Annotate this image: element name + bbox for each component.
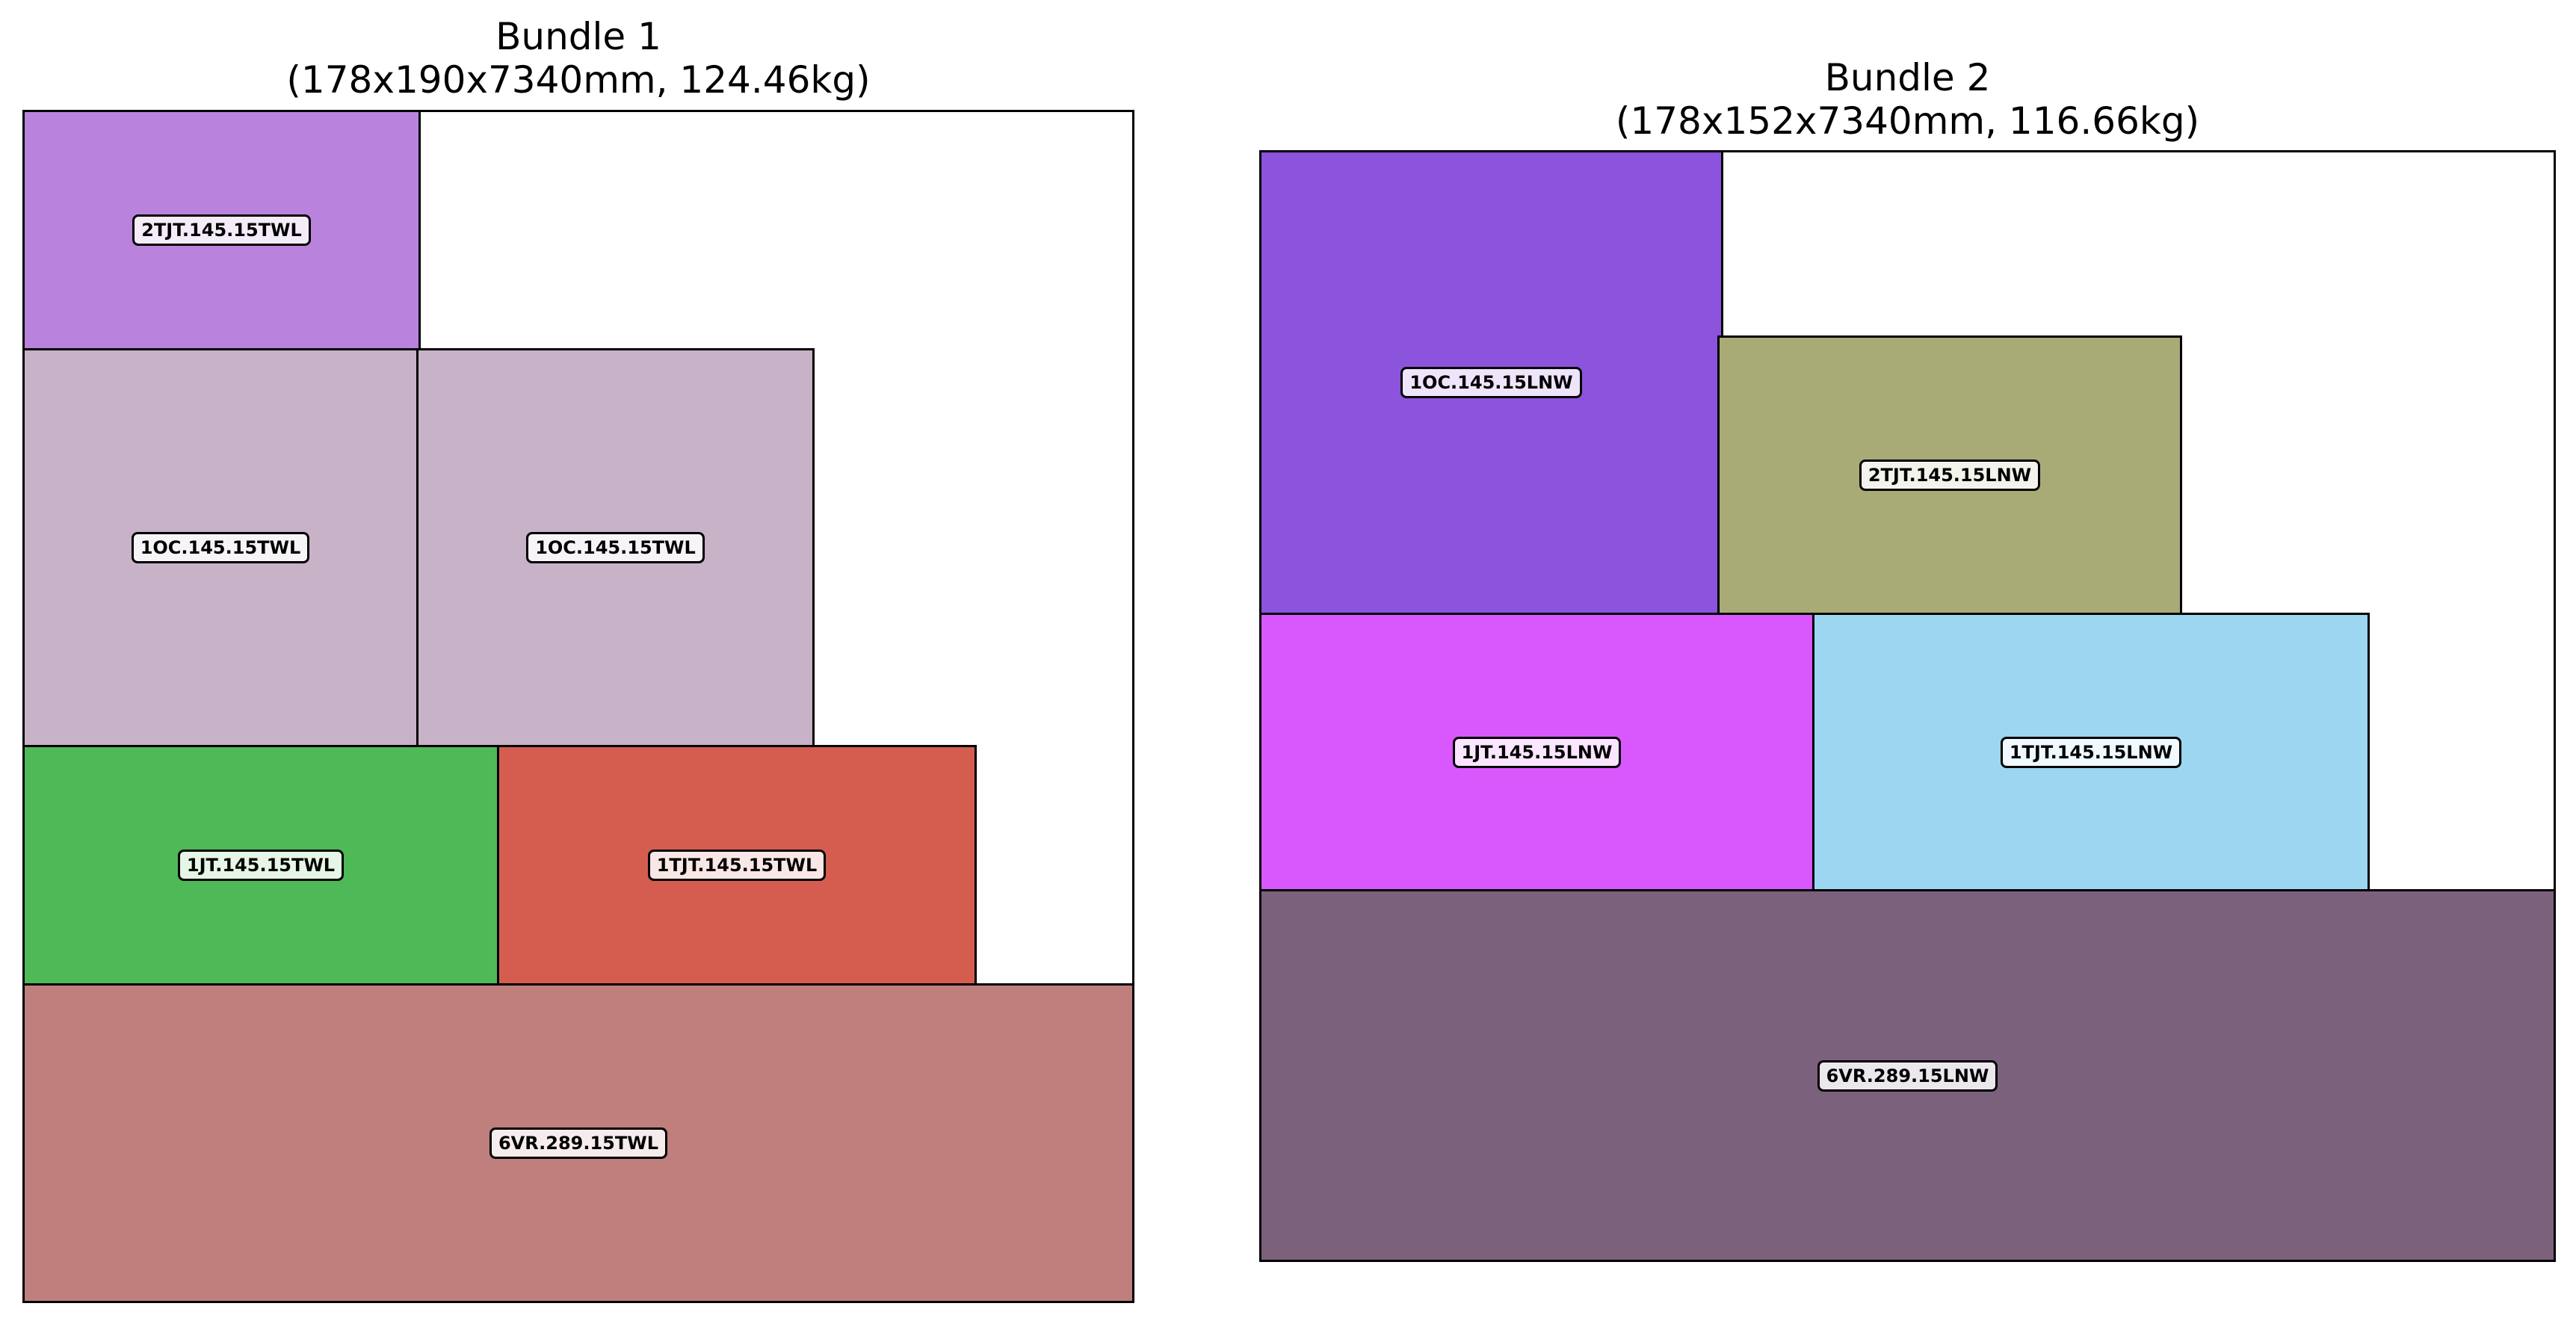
bundle-2-name: Bundle 2 (1824, 56, 1991, 99)
bundle-2-piece-6vr: 6VR.289.15LNW (1259, 889, 2556, 1262)
bundle-1-piece-1oc-b: 1OC.145.15TWL (416, 348, 815, 747)
bundle-1-piece-1oc-a: 1OC.145.15TWL (22, 348, 418, 747)
bundle-2-piece-1jt: 1JT.145.15LNW (1259, 613, 1814, 891)
bundle-1-name: Bundle 1 (495, 15, 661, 58)
piece-label: 1TJT.145.15TWL (647, 850, 827, 881)
bundle-1-piece-2tjt: 2TJT.145.15TWL (22, 110, 421, 350)
piece-label: 2TJT.145.15TWL (132, 214, 311, 246)
piece-label: 1JT.145.15TWL (177, 850, 345, 881)
bundle-1-dimensions: (178x190x7340mm, 124.46kg) (286, 58, 871, 102)
piece-label: 6VR.289.15TWL (489, 1127, 668, 1159)
piece-label: 2TJT.145.15LNW (1859, 460, 2041, 491)
piece-label: 1JT.145.15LNW (1452, 736, 1622, 768)
bundle-1-title: Bundle 1 (178x190x7340mm, 124.46kg) (22, 15, 1134, 102)
bundle-2-piece-1tjt: 1TJT.145.15LNW (1812, 613, 2370, 891)
piece-label: 1OC.145.15TWL (526, 532, 705, 563)
bundle-2-title: Bundle 2 (178x152x7340mm, 116.66kg) (1259, 56, 2556, 143)
bundle-2-dimensions: (178x152x7340mm, 116.66kg) (1615, 99, 2200, 143)
bundle-2-piece-2tjt: 2TJT.145.15LNW (1717, 335, 2182, 615)
piece-label: 1OC.145.15LNW (1400, 367, 1582, 398)
piece-label: 1TJT.145.15LNW (2000, 736, 2182, 768)
piece-label: 6VR.289.15LNW (1817, 1059, 1998, 1092)
bundle-1-piece-6vr: 6VR.289.15TWL (22, 983, 1134, 1303)
bundle-2-piece-1oc: 1OC.145.15LNW (1259, 150, 1723, 615)
bundle-1-piece-1jt: 1JT.145.15TWL (22, 745, 499, 986)
piece-label: 1OC.145.15TWL (131, 532, 310, 563)
bundle-1-piece-1tjt: 1TJT.145.15TWL (497, 745, 977, 986)
